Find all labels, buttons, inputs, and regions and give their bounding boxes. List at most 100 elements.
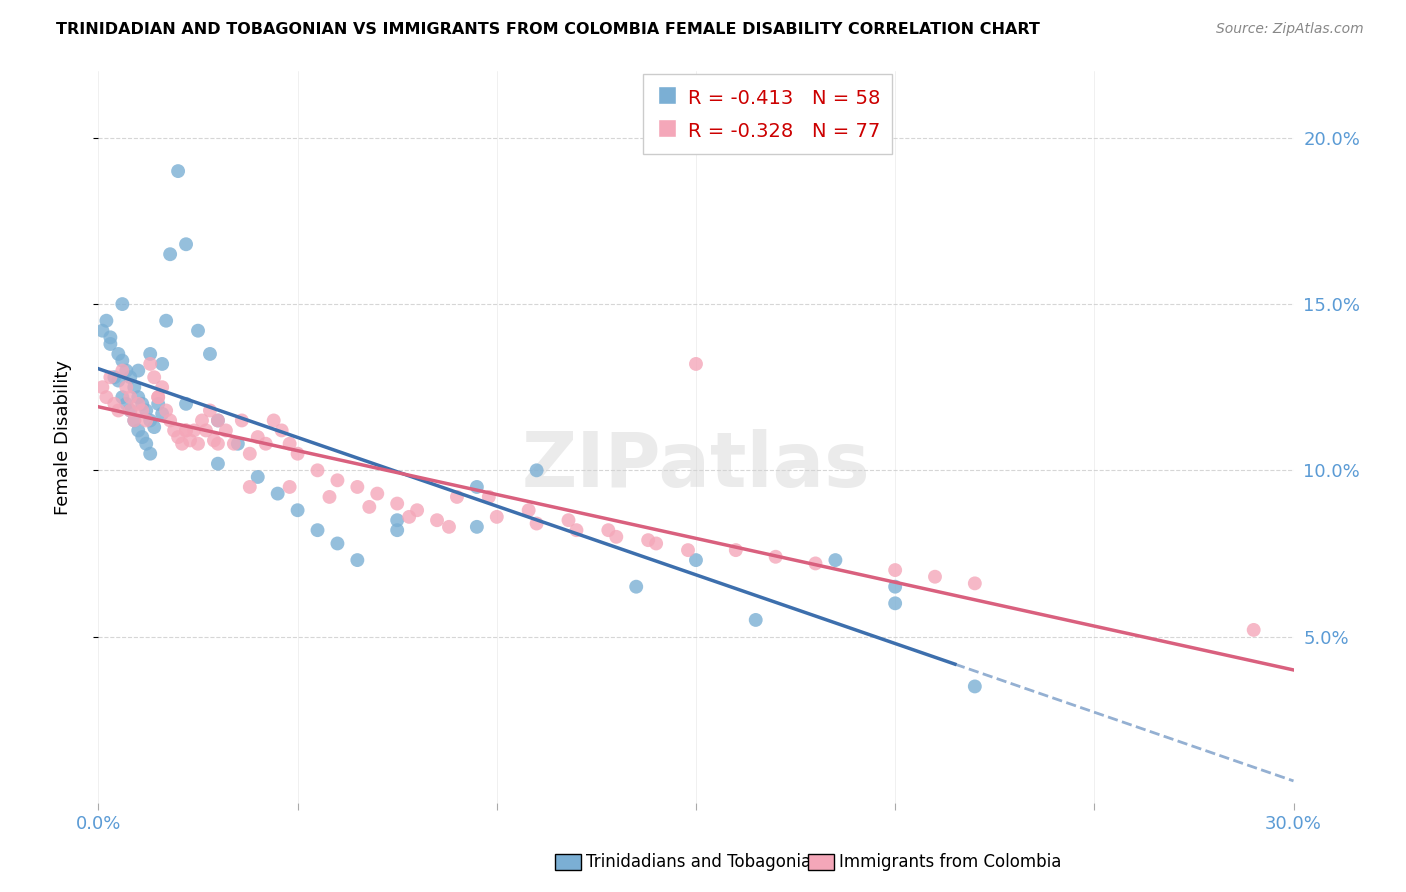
Point [155,403,177,417]
Point [111,363,134,377]
Point [239,447,262,461]
Point [254,436,277,450]
Point [120,403,142,417]
Point [485,509,508,524]
Point [465,480,488,494]
Point [98,370,122,384]
Point [150,380,173,394]
Point [385,513,409,527]
Point [143,420,166,434]
Point [187,324,209,338]
Point [124,413,146,427]
Point [167,164,190,178]
Point [131,403,153,417]
Point [91,380,114,394]
Point [198,403,221,417]
Point [307,523,329,537]
Point [139,413,162,427]
Point [150,407,173,421]
Point [398,509,420,524]
Point [174,424,197,438]
Point [120,390,142,404]
Point [745,613,768,627]
Point [174,397,197,411]
Point [124,413,146,427]
Point [96,390,118,404]
Point [207,436,229,450]
Point [207,413,229,427]
Point [963,680,986,694]
Point [239,480,262,494]
Point [385,523,409,537]
Point [103,397,125,411]
Point [148,390,170,404]
Point [824,553,846,567]
Point [115,363,138,377]
Point [150,357,173,371]
Point [924,570,946,584]
Point [287,447,309,461]
Point [267,486,290,500]
Point [685,357,707,371]
Point [366,486,388,500]
Point [207,457,229,471]
Point [676,543,699,558]
Point [346,480,368,494]
Point [626,580,648,594]
Point [804,557,827,571]
Point [318,490,340,504]
Y-axis label: Female Disability: Female Disability [53,359,72,515]
Point [724,543,747,558]
Point [111,390,134,404]
Point [478,490,501,504]
Point [187,436,209,450]
Point [307,463,329,477]
Point [207,413,229,427]
Point [326,473,349,487]
Point [135,403,157,417]
Point [685,553,707,567]
Point [278,480,301,494]
Point [174,424,197,438]
Point [183,424,205,438]
Point [148,397,170,411]
Point [326,536,349,550]
Point [135,436,157,450]
Point [598,523,620,537]
Point [605,530,627,544]
Point [231,413,253,427]
Point [195,424,218,438]
Point [226,436,249,450]
Point [148,390,170,404]
Point [246,470,269,484]
Point [963,576,986,591]
Point [278,436,301,450]
Point [637,533,659,548]
Point [517,503,540,517]
Point [127,390,149,404]
Point [526,516,548,531]
Point [159,247,181,261]
Point [131,397,153,411]
Text: ZIPatlas: ZIPatlas [522,429,870,503]
Point [131,430,153,444]
Point [120,403,142,417]
Point [91,324,114,338]
Point [139,347,162,361]
Point [111,297,134,311]
Text: Immigrants from Colombia: Immigrants from Colombia [839,853,1062,871]
Point [179,434,201,448]
Point [346,553,368,567]
Point [191,413,214,427]
Point [155,314,177,328]
Point [143,370,166,384]
Point [359,500,381,514]
Point [202,434,225,448]
Point [111,353,134,368]
Point [167,430,190,444]
Point [565,523,588,537]
Point [246,430,269,444]
Point [270,424,292,438]
Point [884,596,907,610]
Point [222,436,245,450]
